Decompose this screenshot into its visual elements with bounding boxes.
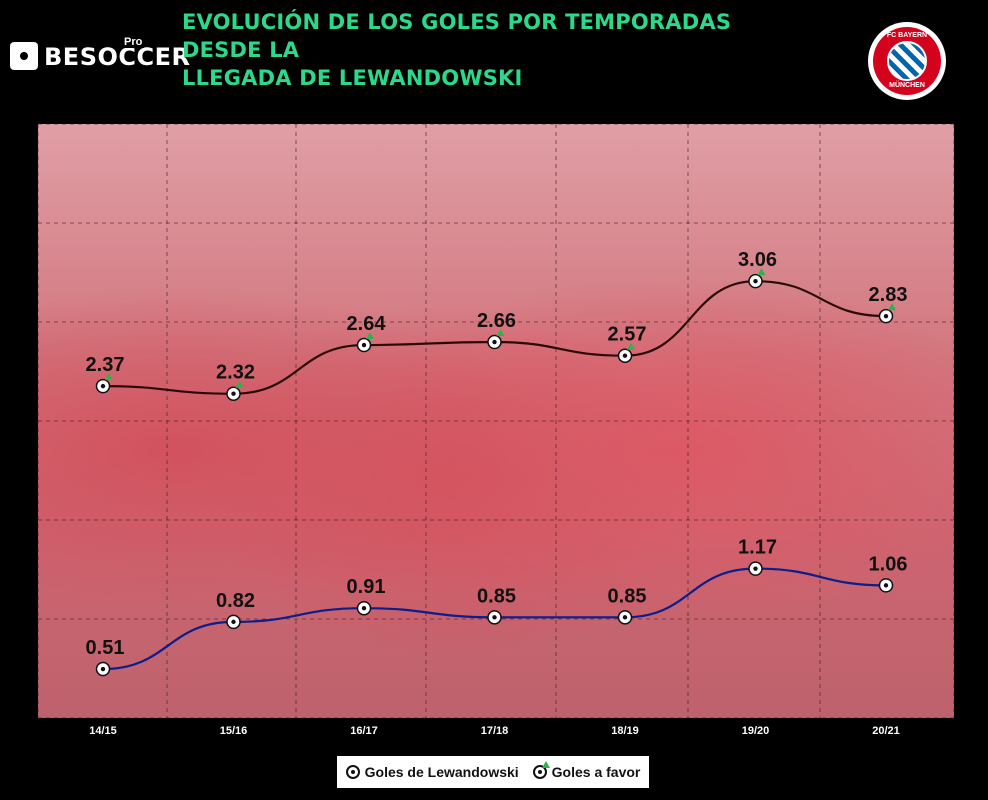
football-icon <box>345 765 360 779</box>
legend-label-lewandowski: Goles de Lewandowski <box>364 764 519 780</box>
data-point-center-1-1 <box>231 391 236 396</box>
x-tick-label-3: 17/18 <box>481 725 509 737</box>
data-point-arrow-1-1 <box>235 380 244 388</box>
data-point-arrow-1-4 <box>627 342 635 350</box>
x-tick-label-1: 15/16 <box>220 725 248 737</box>
x-tick-label-6: 20/21 <box>872 725 900 737</box>
data-label-1-6: 2.83 <box>869 284 908 306</box>
data-point-arrow-1-2 <box>366 332 374 340</box>
data-label-1-0: 2.37 <box>86 354 125 376</box>
data-point-center-0-1 <box>231 619 236 625</box>
besoccer-logo: BESOCCER Pro <box>10 36 190 76</box>
chart-title: EVOLUCIÓN DE LOS GOLES POR TEMPORADAS DE… <box>182 8 802 92</box>
data-label-0-3: 0.85 <box>477 585 516 607</box>
data-point-center-0-5 <box>753 566 758 571</box>
data-label-1-2: 2.64 <box>347 313 387 335</box>
x-tick-label-0: 14/15 <box>89 725 117 737</box>
data-label-1-4: 2.57 <box>608 324 647 346</box>
data-point-arrow-1-6 <box>888 303 896 311</box>
data-point-center-1-3 <box>492 339 497 345</box>
crest-text-top: FC BAYERN <box>886 32 928 39</box>
brand-tag: Pro <box>122 36 145 48</box>
legend-item-team: Goles a favor <box>532 761 641 780</box>
besoccer-ball-icon <box>10 42 38 70</box>
crest-text-bottom: MÜNCHEN <box>889 82 925 89</box>
data-label-1-1: 2.32 <box>216 362 255 384</box>
data-label-0-1: 0.82 <box>216 590 255 612</box>
chart-title-line-1: EVOLUCIÓN DE LOS GOLES POR TEMPORADAS DE… <box>182 10 732 62</box>
data-point-center-1-6 <box>883 313 889 319</box>
data-point-arrow-1-5 <box>757 268 766 276</box>
bayern-crest-icon: FC BAYERN MÜNCHEN <box>868 22 946 100</box>
legend-label-team: Goles a favor <box>551 764 641 780</box>
legend-item-lewandowski: Goles de Lewandowski <box>345 764 519 780</box>
x-tick-label-2: 16/17 <box>350 725 378 737</box>
crest-diamonds <box>887 41 927 81</box>
data-label-1-3: 2.66 <box>477 310 516 332</box>
legend: Goles de Lewandowski Goles a favor <box>337 756 649 788</box>
x-tick-label-4: 18/19 <box>611 725 639 737</box>
chart-title-line-2: LLEGADA DE LEWANDOWSKI <box>182 66 523 90</box>
data-point-center-0-0 <box>100 666 106 672</box>
brand-name: BESOCCER <box>44 43 191 71</box>
data-point-center-1-2 <box>361 342 367 348</box>
data-label-0-0: 0.51 <box>86 637 125 659</box>
data-point-arrow-1-3 <box>496 329 505 337</box>
data-point-center-1-0 <box>100 383 106 389</box>
data-label-1-5: 3.06 <box>738 249 777 271</box>
data-point-center-1-5 <box>753 278 758 284</box>
data-point-center-0-3 <box>492 615 497 620</box>
data-label-0-2: 0.91 <box>347 576 386 598</box>
football-up-arrow-icon <box>532 761 550 779</box>
data-point-arrow-1-0 <box>105 373 113 381</box>
data-point-center-1-4 <box>622 353 628 358</box>
x-tick-label-5: 19/20 <box>742 725 770 737</box>
data-label-0-4: 0.85 <box>608 585 647 607</box>
data-point-center-0-4 <box>622 615 628 620</box>
data-point-center-0-2 <box>361 605 367 611</box>
data-point-center-0-6 <box>883 583 889 588</box>
data-label-0-5: 1.17 <box>738 537 777 559</box>
data-label-0-6: 1.06 <box>869 553 908 575</box>
